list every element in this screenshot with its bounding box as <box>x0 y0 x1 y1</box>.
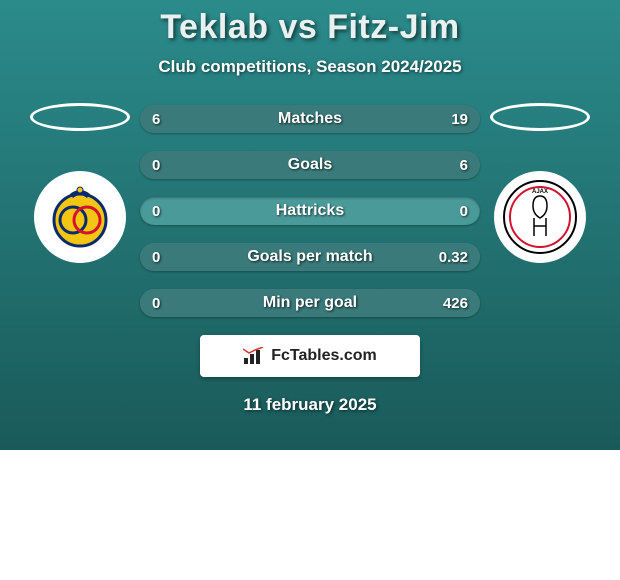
left-outline-ellipse <box>30 103 130 131</box>
stat-bar: 00.32Goals per match <box>140 243 480 271</box>
page-title: Teklab vs Fitz-Jim <box>0 8 620 47</box>
source-badge: FcTables.com <box>200 335 420 377</box>
right-team-logo: AJAX <box>494 171 586 263</box>
subtitle: Club competitions, Season 2024/2025 <box>0 57 620 77</box>
stat-bar: 00Hattricks <box>140 197 480 225</box>
svg-text:AJAX: AJAX <box>532 189 548 195</box>
content-row: 619Matches 06Goals 00Hattricks 00.32Goals p… <box>0 103 620 317</box>
ajax-logo-icon: AJAX <box>501 178 579 256</box>
left-team-logo <box>34 171 126 263</box>
source-text: FcTables.com <box>271 347 377 365</box>
stat-label: Goals <box>140 151 480 179</box>
left-team-column <box>20 103 140 317</box>
stat-label: Hattricks <box>140 197 480 225</box>
stat-label: Matches <box>140 105 480 133</box>
stat-label: Min per goal <box>140 289 480 317</box>
right-team-column: AJAX <box>480 103 600 317</box>
usg-logo-icon <box>45 182 115 252</box>
comparison-card: Teklab vs Fitz-Jim Club competitions, Se… <box>0 0 620 450</box>
right-outline-ellipse <box>490 103 590 131</box>
stat-bar: 619Matches <box>140 105 480 133</box>
stat-label: Goals per match <box>140 243 480 271</box>
bar-chart-icon <box>243 347 265 365</box>
stat-bar: 06Goals <box>140 151 480 179</box>
stats-bars: 619Matches 06Goals 00Hattricks 00.32Goals p… <box>140 103 480 317</box>
stat-bar: 0426Min per goal <box>140 289 480 317</box>
date-text: 11 february 2025 <box>0 395 620 415</box>
